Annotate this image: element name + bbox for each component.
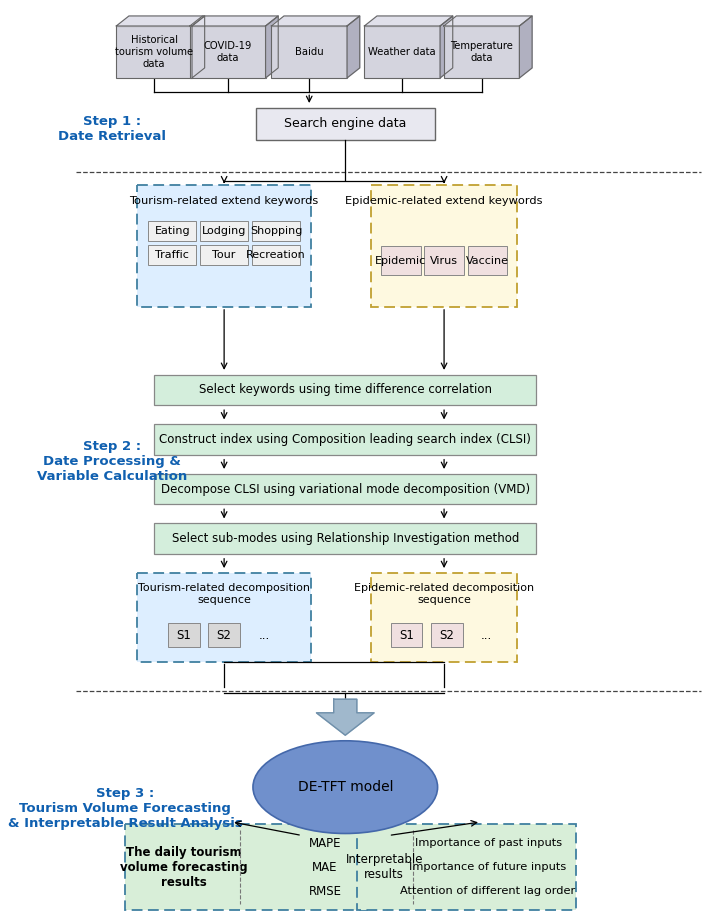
Bar: [125, 824, 367, 910]
Text: COVID-19
data: COVID-19 data: [203, 41, 252, 62]
Bar: [467, 246, 507, 275]
Text: Decompose CLSI using variational mode decomposition (VMD): Decompose CLSI using variational mode de…: [161, 482, 530, 495]
Polygon shape: [190, 16, 278, 26]
Bar: [168, 623, 200, 647]
Polygon shape: [520, 16, 532, 78]
Text: S1: S1: [176, 629, 191, 641]
Text: MAE: MAE: [312, 860, 338, 874]
Text: Epidemic-related extend keywords: Epidemic-related extend keywords: [346, 197, 543, 207]
Polygon shape: [266, 16, 278, 78]
Bar: [271, 26, 347, 78]
Bar: [154, 524, 537, 554]
Text: Construct index using Composition leading search index (CLSI): Construct index using Composition leadin…: [159, 433, 531, 446]
Bar: [200, 245, 249, 265]
Bar: [444, 26, 520, 78]
Text: Epidemic-related decomposition
sequence: Epidemic-related decomposition sequence: [354, 583, 534, 605]
Bar: [252, 221, 300, 241]
Text: Step 1 :
Date Retrieval: Step 1 : Date Retrieval: [58, 116, 166, 143]
Polygon shape: [347, 16, 360, 78]
Text: Search engine data: Search engine data: [284, 118, 406, 130]
Bar: [137, 186, 312, 307]
Ellipse shape: [253, 741, 438, 834]
Text: ...: ...: [259, 629, 270, 641]
Polygon shape: [444, 16, 532, 26]
Polygon shape: [316, 699, 374, 735]
Bar: [381, 246, 421, 275]
Bar: [154, 375, 537, 405]
Text: Baidu: Baidu: [295, 47, 324, 57]
Bar: [208, 623, 240, 647]
Polygon shape: [440, 16, 452, 78]
Text: Shopping: Shopping: [250, 226, 302, 236]
Text: Historical
tourism volume
data: Historical tourism volume data: [115, 35, 193, 69]
Bar: [424, 246, 464, 275]
Bar: [148, 245, 196, 265]
Text: Attention of different lag order: Attention of different lag order: [401, 886, 576, 896]
Bar: [252, 245, 300, 265]
Text: Weather data: Weather data: [368, 47, 436, 57]
Polygon shape: [271, 16, 360, 26]
Text: Select sub-modes using Relationship Investigation method: Select sub-modes using Relationship Inve…: [171, 532, 519, 545]
Text: Eating: Eating: [154, 226, 190, 236]
Bar: [256, 108, 435, 140]
Text: Vaccine: Vaccine: [466, 255, 509, 266]
Bar: [371, 186, 517, 307]
Polygon shape: [192, 16, 205, 78]
Text: Tourism-related extend keywords: Tourism-related extend keywords: [130, 197, 319, 207]
Text: Traffic: Traffic: [155, 250, 189, 260]
Bar: [371, 573, 517, 663]
Bar: [365, 26, 440, 78]
Bar: [137, 573, 312, 663]
Text: Importance of past inputs: Importance of past inputs: [414, 838, 561, 848]
Text: Importance of future inputs: Importance of future inputs: [409, 862, 566, 872]
Text: S2: S2: [440, 629, 455, 641]
Polygon shape: [116, 16, 205, 26]
Text: Tour: Tour: [212, 250, 236, 260]
Text: Select keywords using time difference correlation: Select keywords using time difference co…: [199, 383, 492, 396]
Bar: [391, 623, 423, 647]
Text: The daily tourism
volume forecasting
results: The daily tourism volume forecasting res…: [120, 845, 248, 889]
Text: MAPE: MAPE: [309, 836, 341, 849]
Text: ...: ...: [480, 629, 491, 641]
Text: Step 3 :
Tourism Volume Forecasting
& Interpretable Result Analysis: Step 3 : Tourism Volume Forecasting & In…: [8, 788, 243, 830]
Text: DE-TFT model: DE-TFT model: [297, 780, 393, 794]
Text: Step 2 :
Date Processing &
Variable Calculation: Step 2 : Date Processing & Variable Calc…: [38, 440, 188, 483]
Text: Temperature
data: Temperature data: [450, 41, 513, 62]
Bar: [154, 474, 537, 505]
Bar: [357, 824, 576, 910]
Text: Recreation: Recreation: [246, 250, 306, 260]
Text: S2: S2: [217, 629, 232, 641]
Text: Tourism-related decomposition
sequence: Tourism-related decomposition sequence: [138, 583, 310, 605]
Text: S1: S1: [399, 629, 414, 641]
Bar: [200, 221, 249, 241]
Polygon shape: [365, 16, 452, 26]
Bar: [154, 425, 537, 455]
Bar: [431, 623, 463, 647]
Bar: [116, 26, 192, 78]
Text: Epidemic: Epidemic: [375, 255, 426, 266]
Bar: [190, 26, 266, 78]
Text: RMSE: RMSE: [309, 884, 341, 898]
Text: Lodging: Lodging: [202, 226, 246, 236]
Text: Virus: Virus: [430, 255, 458, 266]
Bar: [148, 221, 196, 241]
Text: Interpretable
results: Interpretable results: [346, 853, 423, 881]
